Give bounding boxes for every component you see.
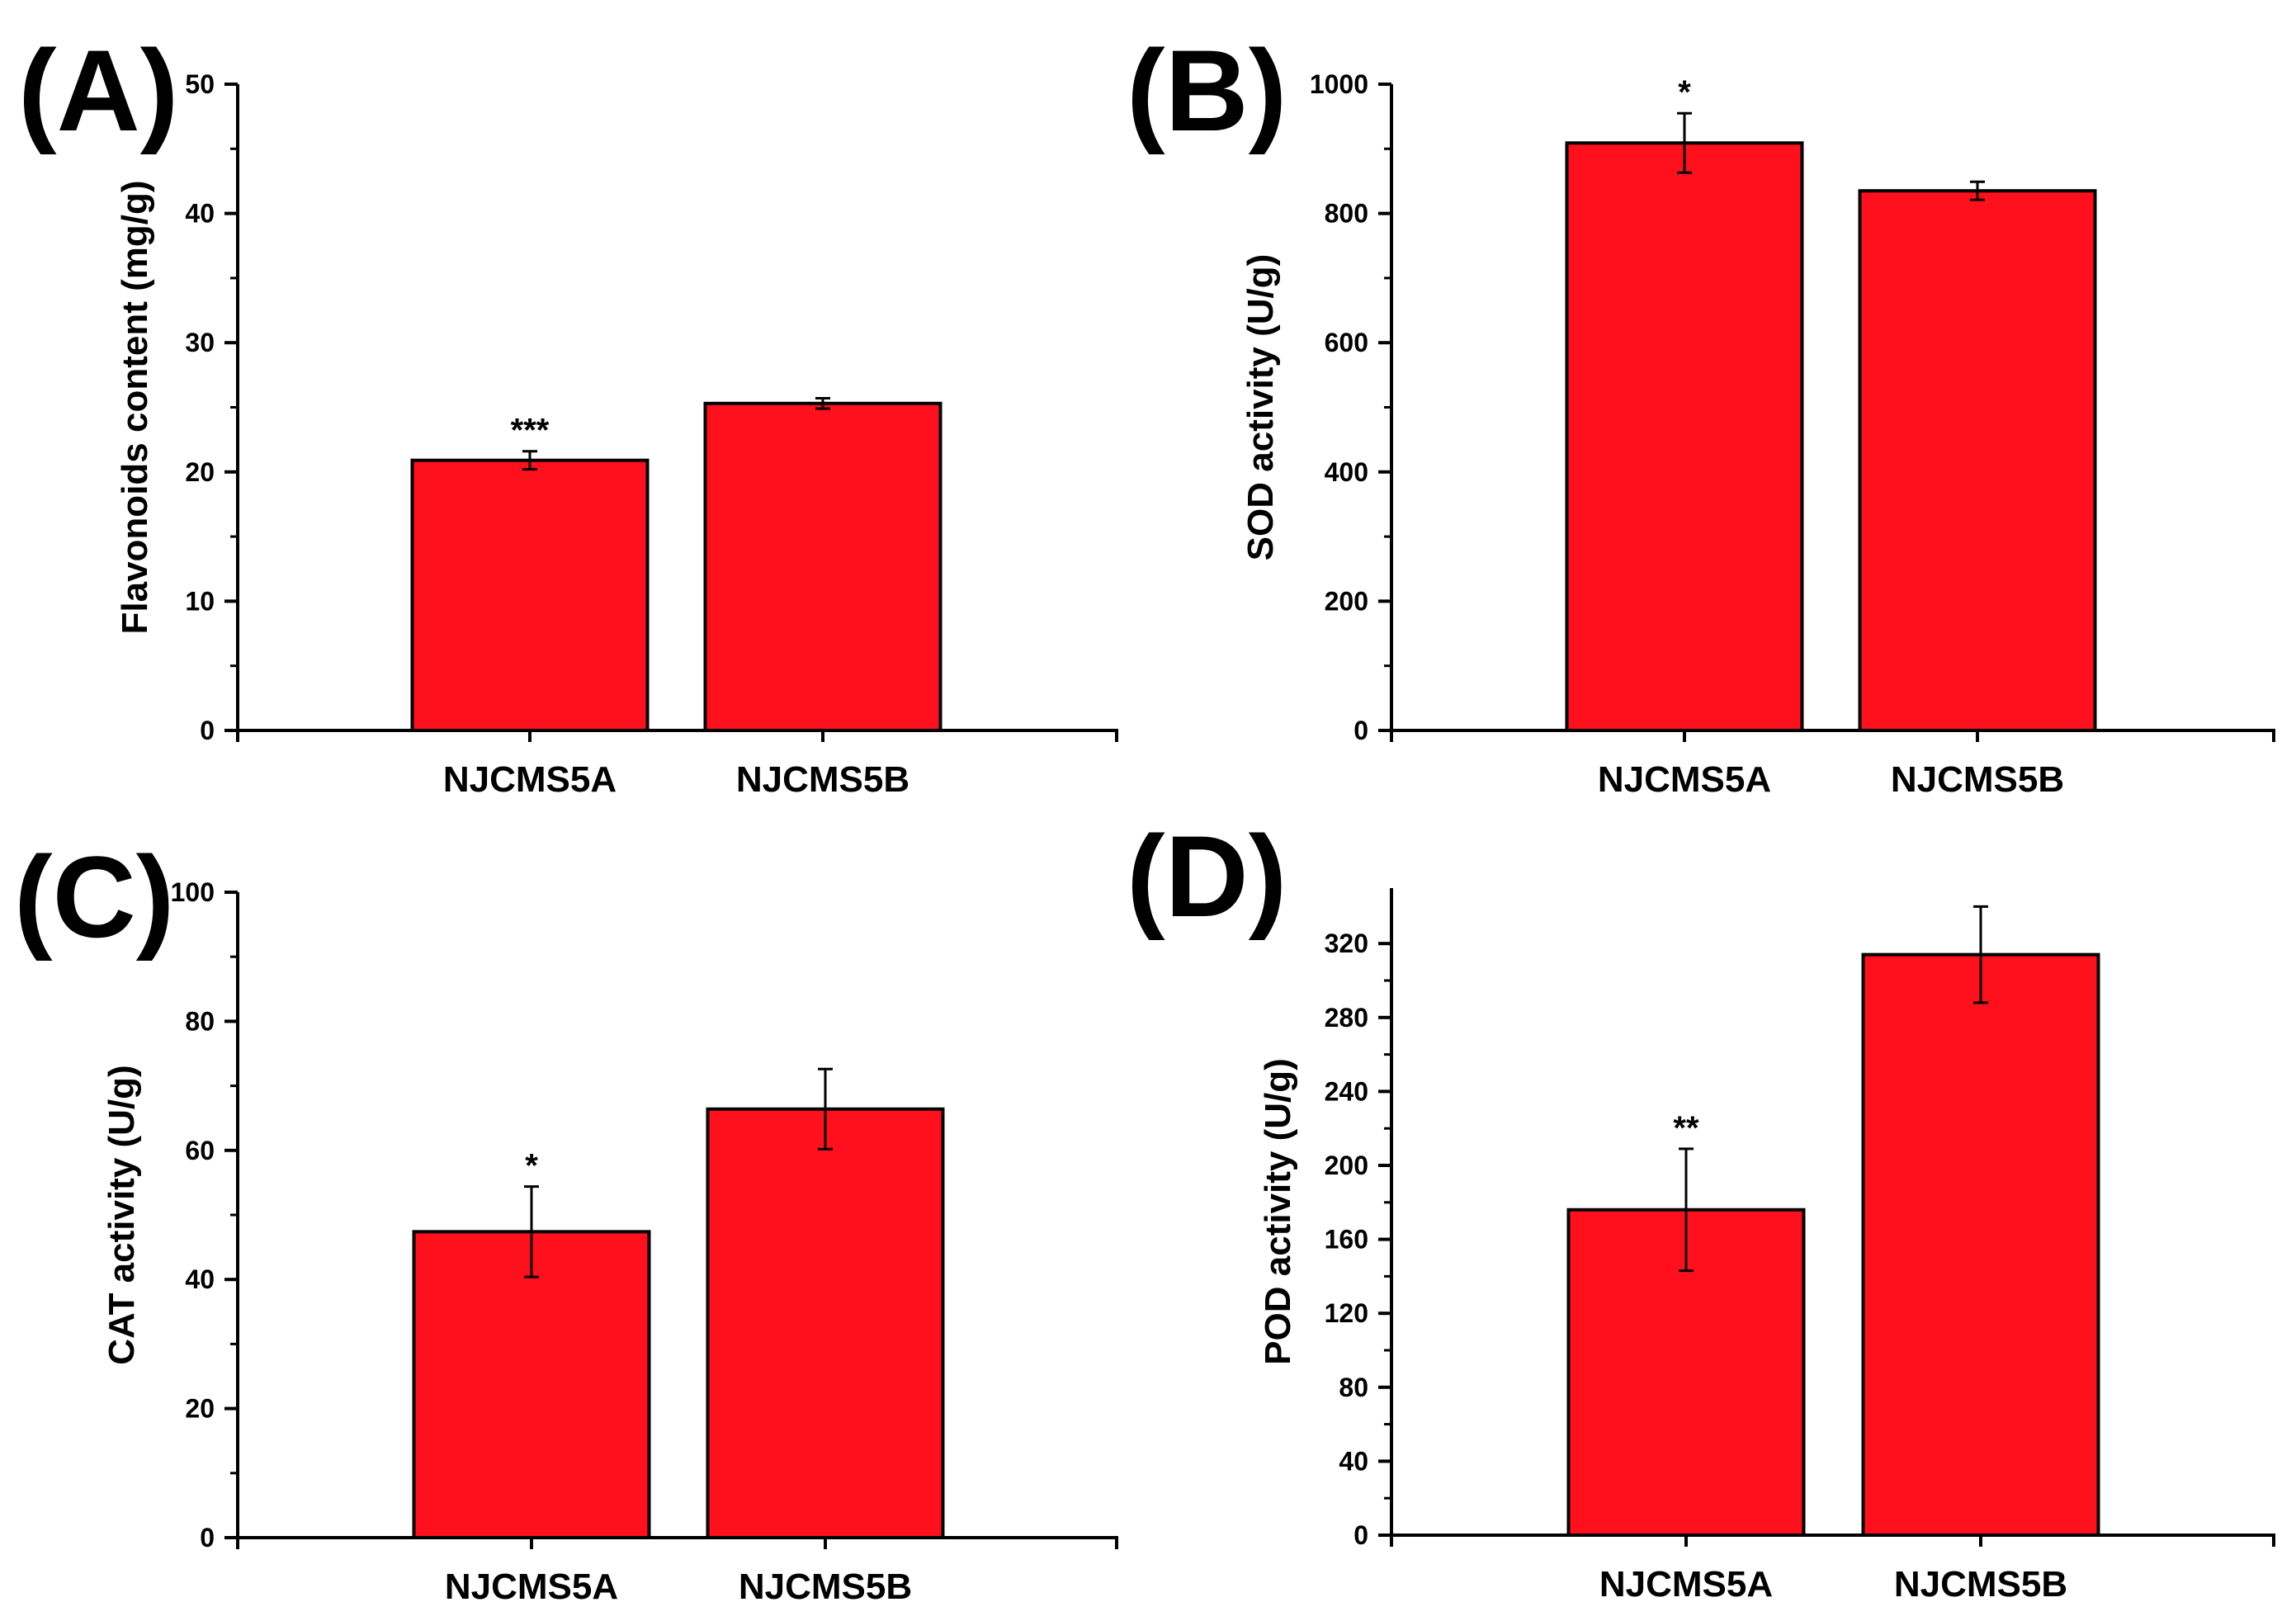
panel-d-category-label: NJCMS5A <box>1599 1564 1773 1604</box>
panel-b-y-tick-label: 0 <box>1354 716 1368 745</box>
panel-c-category-label: NJCMS5B <box>739 1567 912 1607</box>
panel-d-y-tick-label: 40 <box>1339 1446 1368 1476</box>
panel-b-y-tick-label: 200 <box>1325 586 1368 616</box>
panel-c-y-tick-label: 100 <box>171 877 215 907</box>
panel-d-y-tick-label: 200 <box>1325 1151 1368 1180</box>
panel-a-category-label: NJCMS5A <box>443 759 617 800</box>
panel-d-y-tick-label: 160 <box>1325 1225 1368 1255</box>
panel-d-y-tick-label: 280 <box>1325 1003 1368 1033</box>
panel-a-y-tick-label: 40 <box>185 199 215 229</box>
panel-b-y-tick-label: 600 <box>1325 328 1368 357</box>
panel-b-y-axis-title: SOD activity (U/g) <box>1240 254 1281 561</box>
panel-b-y-tick-label: 800 <box>1325 199 1368 229</box>
panel-b-y-tick-label: 400 <box>1325 457 1368 487</box>
panel-c-category-label: NJCMS5A <box>445 1567 618 1607</box>
panel-c-y-tick-label: 0 <box>200 1523 215 1552</box>
panel-b-significance-label: * <box>1678 74 1691 111</box>
panel-a-y-tick-label: 0 <box>200 716 215 745</box>
panel-a-y-tick-label: 30 <box>185 328 215 357</box>
panel-c-y-tick-label: 80 <box>185 1006 215 1036</box>
panel-c-y-tick-label: 60 <box>185 1136 215 1165</box>
panel-a-label: (A) <box>18 26 178 155</box>
panel-d-y-tick-label: 80 <box>1339 1373 1368 1402</box>
panel-d-y-axis-title: POD activity (U/g) <box>1258 1058 1298 1365</box>
panel-b-y-tick-label: 1000 <box>1310 69 1368 99</box>
panel-a-y-tick-label: 10 <box>185 586 215 616</box>
panel-a-y-tick-label: 20 <box>185 457 215 487</box>
panel-c-y-tick-label: 40 <box>185 1264 215 1294</box>
panel-a-y-axis-title: Flavonoids content (mg/g) <box>115 181 155 635</box>
panel-d-significance-label: ** <box>1673 1110 1699 1146</box>
panel-a-bar-njcms5b <box>703 401 942 732</box>
panel-c-label: (C) <box>14 832 174 962</box>
panel-c-bar-njcms5b <box>706 1107 945 1539</box>
panel-c-significance-label: * <box>525 1148 538 1184</box>
panel-d-label: (D) <box>1127 811 1287 941</box>
panel-c-bar-njcms5a <box>412 1230 651 1540</box>
panel-b-category-label: NJCMS5B <box>1891 759 2064 800</box>
panel-d-y-tick-label: 120 <box>1325 1298 1368 1328</box>
panel-c-y-tick-label: 20 <box>185 1394 215 1424</box>
panel-b-bar-njcms5b <box>1858 189 2097 732</box>
panel-a-bar-njcms5a <box>410 458 650 732</box>
panel-a-y-tick-label: 50 <box>185 69 215 99</box>
panel-a-significance-label: *** <box>511 413 550 449</box>
panel-d-bar-njcms5b <box>1861 952 2100 1537</box>
panel-b-bar-njcms5a <box>1565 141 1804 733</box>
panel-a-category-label: NJCMS5B <box>736 759 909 800</box>
panel-c-y-axis-title: CAT activity (U/g) <box>102 1065 142 1364</box>
panel-b-category-label: NJCMS5A <box>1598 759 1771 800</box>
panel-b-label: (B) <box>1127 26 1287 155</box>
panel-d-y-tick-label: 320 <box>1325 929 1368 958</box>
panel-d-category-label: NJCMS5B <box>1894 1564 2067 1604</box>
panel-d-y-tick-label: 240 <box>1325 1076 1368 1106</box>
panel-d-y-tick-label: 0 <box>1354 1520 1368 1550</box>
